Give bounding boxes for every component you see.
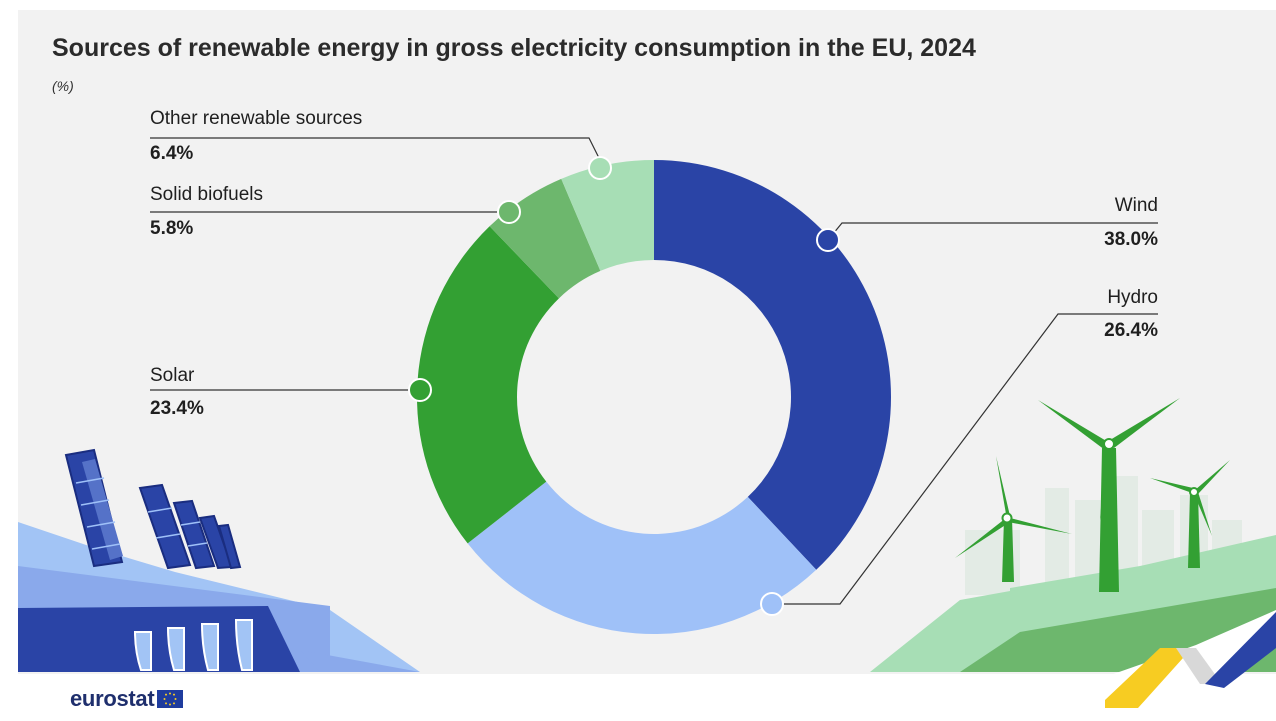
slice-value-hydro: 26.4% (1008, 320, 1158, 342)
slice-label-wind: Wind (1008, 195, 1158, 217)
eu-flag-icon (157, 690, 183, 708)
slice-value-wind: 38.0% (1008, 229, 1158, 251)
marker-wind (817, 229, 839, 251)
marker-solar (409, 379, 431, 401)
slice-label-solid-biofuels: Solid biofuels (150, 184, 263, 206)
eurostat-logo: eurostat (70, 686, 183, 712)
marker-solid-biofuels (498, 201, 520, 223)
marker-hydro (761, 593, 783, 615)
slice-value-solid-biofuels: 5.8% (150, 218, 193, 240)
unit-label: (%) (52, 78, 74, 94)
slice-label-solar: Solar (150, 365, 194, 387)
chart-title: Sources of renewable energy in gross ele… (52, 34, 976, 63)
marker-other-renewable-sources (589, 157, 611, 179)
eurostat-wordmark: eurostat (70, 686, 154, 712)
slice-label-hydro: Hydro (1008, 287, 1158, 309)
slice-value-other: 6.4% (150, 143, 193, 165)
slice-label-other: Other renewable sources (150, 108, 362, 130)
slice-value-solar: 23.4% (150, 398, 204, 420)
